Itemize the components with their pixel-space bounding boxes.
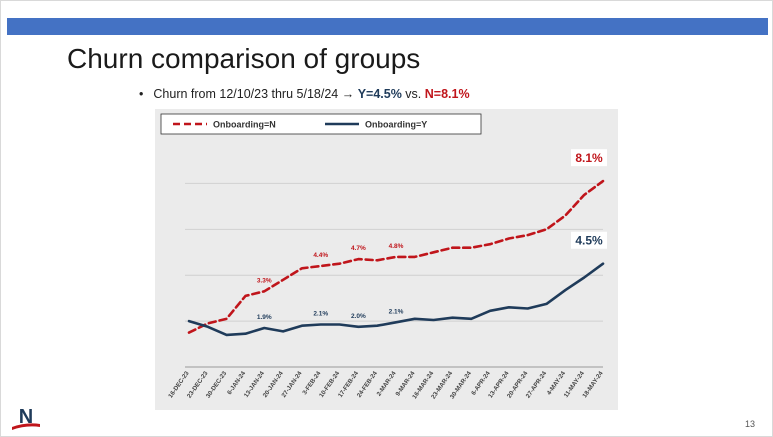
legend-label: Onboarding=N xyxy=(213,120,276,130)
data-label: 2.0% xyxy=(351,313,366,320)
end-value-label: 4.5% xyxy=(575,234,603,248)
bullet-n-value: N=8.1% xyxy=(424,87,470,101)
bullet-point: • Churn from 12/10/23 thru 5/18/24 → Y=4.… xyxy=(139,87,470,101)
page-number: 13 xyxy=(744,419,755,429)
end-value-label: 8.1% xyxy=(575,151,603,165)
logo-swoosh xyxy=(12,423,40,430)
top-accent-bar xyxy=(7,18,768,35)
end-label-box xyxy=(571,231,607,249)
chart-background xyxy=(155,109,618,410)
legend-label: Onboarding=Y xyxy=(365,120,427,130)
series-line-n xyxy=(187,179,605,334)
legend-box xyxy=(160,113,482,135)
churn-chart: 16-DEC-23 23-DEC-23 30-DEC-23 6-JAN-24 13-JA… xyxy=(155,109,618,410)
data-label: 2.1% xyxy=(313,311,328,318)
slide-title: Churn comparison of groups xyxy=(67,43,421,74)
bullet-y-value: Y=4.5% xyxy=(357,87,402,101)
series-line-y xyxy=(187,262,605,337)
chart-svg: 16-DEC-2323-DEC-2330-DEC-236-JAN-2413-JA… xyxy=(155,109,618,410)
company-logo: N xyxy=(12,406,40,430)
end-label-box xyxy=(571,149,607,167)
data-label: 4.4% xyxy=(313,252,328,259)
data-label: 4.7% xyxy=(351,245,366,252)
bullet-marker: • xyxy=(139,87,144,101)
data-label: 1.9% xyxy=(257,314,272,321)
data-label: 4.8% xyxy=(389,243,404,250)
arrow-icon: → xyxy=(341,87,355,101)
data-label: 2.1% xyxy=(389,308,404,315)
bullet-vs: vs. xyxy=(401,87,425,101)
data-label: 3.3% xyxy=(257,277,272,284)
bullet-prefix: Churn from 12/10/23 thru 5/18/24 xyxy=(153,87,342,101)
logo-letter: N xyxy=(19,406,33,428)
